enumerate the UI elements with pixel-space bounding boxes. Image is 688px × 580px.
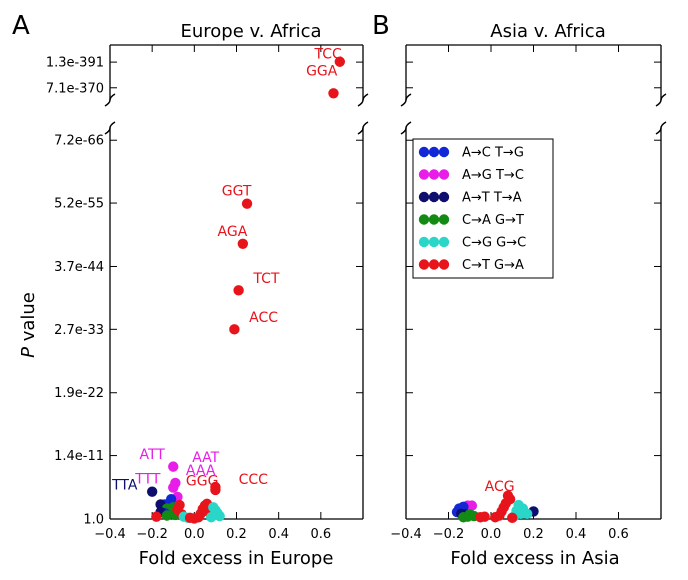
point-annotation: TTA — [111, 477, 138, 493]
data-point — [490, 512, 501, 523]
legend-marker — [428, 191, 440, 203]
panel-a-title: Europe v. Africa — [180, 21, 321, 42]
x-tick-label: 0.0 — [481, 527, 502, 542]
y-tick-label: 1.0 — [83, 513, 104, 528]
x-tick-label: 0.2 — [523, 527, 544, 542]
legend: A→C T→G A→G T→C A→T T→A C→A G→T C→G G→C C→T G… — [412, 138, 554, 279]
point-annotation: GGG — [186, 473, 219, 489]
x-tick-label: 0.6 — [310, 527, 331, 542]
point-annotation: TTT — [134, 472, 161, 488]
y-axis-label: P value — [18, 292, 39, 358]
panel-b-points — [451, 490, 539, 524]
legend-marker — [418, 169, 430, 180]
legend-box — [412, 138, 554, 279]
axes-frames — [109, 44, 662, 520]
panel-a-points — [146, 56, 346, 524]
x-tick-label: −0.2 — [433, 527, 465, 542]
legend-marker — [428, 236, 440, 248]
axis-break-marks — [104, 93, 667, 135]
panel-b-annotations: ACG — [485, 479, 515, 495]
panel-a-letter: A — [12, 11, 30, 41]
data-point — [521, 508, 533, 519]
x-tick-label: −0.4 — [94, 527, 126, 542]
data-point — [479, 511, 490, 522]
point-annotation: TCC — [314, 46, 343, 62]
y-tick-label: 7.2e-66 — [54, 134, 104, 149]
legend-label: A→G T→C — [462, 168, 524, 183]
data-point — [184, 512, 196, 524]
data-point — [151, 511, 162, 522]
legend-label: C→A G→T — [462, 213, 524, 228]
x-tick-label: 0.2 — [226, 527, 247, 542]
legend-marker — [428, 259, 440, 270]
legend-label: C→G G→C — [462, 236, 526, 251]
y-tick-label: 2.7e-33 — [54, 323, 104, 338]
y-tick-label: 5.2e-55 — [54, 197, 104, 212]
legend-marker — [428, 169, 440, 180]
legend-marker — [418, 146, 430, 158]
data-point — [206, 512, 217, 523]
data-point — [328, 88, 339, 99]
point-annotation: ATT — [140, 447, 166, 463]
x-tick-label: 0.6 — [608, 527, 629, 542]
y-tick-label: 1.4e-11 — [54, 449, 104, 464]
panel-b-title: Asia v. Africa — [490, 21, 605, 42]
y-tick-label: 3.7e-44 — [54, 260, 104, 275]
x-tick-label: 0.4 — [268, 527, 289, 542]
point-annotation: ACC — [249, 310, 278, 326]
legend-marker — [418, 259, 430, 270]
x-tick-label: 0.4 — [566, 527, 587, 542]
point-annotation: AAT — [192, 450, 219, 466]
panel-b-ticks: −0.4 −0.2 0.0 0.2 0.4 0.6 — [390, 45, 661, 542]
point-annotation: CCC — [239, 472, 269, 488]
legend-marker — [438, 214, 450, 225]
point-annotation: GGT — [222, 183, 252, 199]
data-point — [507, 512, 518, 524]
point-annotation: AAA — [186, 463, 216, 479]
data-point — [161, 510, 173, 521]
legend-marker — [438, 169, 450, 180]
point-annotation: AGA — [218, 224, 248, 240]
legend-marker — [418, 191, 430, 203]
panel-b-letter: B — [372, 11, 390, 41]
point-annotation: TCT — [252, 271, 280, 287]
y-axis-label-rest: value — [18, 292, 39, 347]
y-axis-label-italic: P — [18, 347, 39, 358]
x-tick-label: −0.2 — [136, 527, 168, 542]
legend-marker — [428, 146, 440, 158]
legend-marker — [438, 191, 450, 203]
point-annotation: ACG — [485, 479, 515, 495]
legend-marker — [418, 236, 430, 248]
point-annotation: GGA — [306, 64, 338, 80]
data-point — [168, 461, 179, 472]
data-point — [214, 510, 225, 522]
data-point — [241, 198, 253, 209]
panel-a-ticks: −0.4 −0.2 0.0 0.2 0.4 0.6 7.2e-66 5.2e-55 3.7e-4… — [46, 45, 363, 542]
x-axis-label-b: Fold excess in Asia — [450, 548, 619, 569]
legend-marker — [438, 146, 450, 158]
legend-label: C→T G→A — [462, 258, 524, 273]
x-axis-label-a: Fold excess in Europe — [139, 548, 334, 569]
data-point — [168, 482, 179, 493]
x-tick-label: 0.0 — [184, 527, 205, 542]
legend-marker — [428, 214, 440, 225]
x-tick-label: −0.4 — [390, 527, 422, 542]
legend-marker — [438, 236, 450, 248]
data-point — [233, 285, 244, 296]
data-point — [210, 484, 221, 496]
legend-label: A→T T→A — [462, 191, 522, 206]
data-point — [334, 56, 346, 67]
legend-marker — [438, 259, 450, 270]
data-point — [229, 324, 240, 335]
legend-marker — [418, 214, 430, 225]
data-point — [237, 238, 249, 249]
y-tick-label: 1.9e-22 — [54, 386, 104, 401]
data-point — [146, 486, 158, 497]
y-tick-label: 1.3e-391 — [46, 56, 104, 71]
legend-label: A→C T→G — [462, 146, 524, 161]
y-tick-label: 7.1e-370 — [46, 81, 104, 96]
